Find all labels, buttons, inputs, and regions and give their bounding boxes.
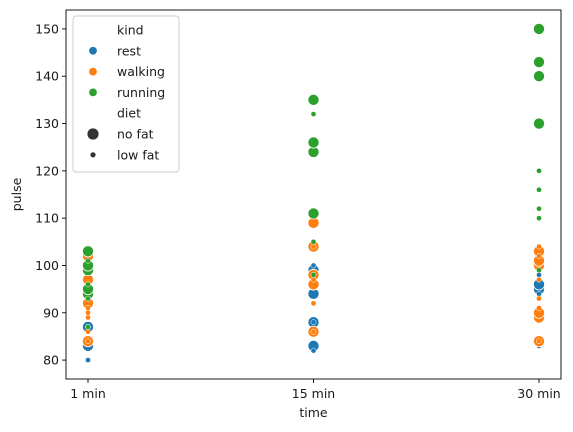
x-tick-label: 30 min — [517, 386, 560, 401]
data-point-walking-low-fat — [536, 243, 542, 250]
data-point-rest-low-fat — [310, 319, 317, 326]
y-tick-label: 90 — [43, 305, 59, 320]
data-point-walking-low-fat — [85, 338, 91, 345]
data-point-running-low-fat — [536, 215, 542, 222]
legend: kind rest walking running diet no fat low fat — [72, 15, 180, 173]
data-point-walking-low-fat — [85, 314, 91, 321]
legend-marker-running — [89, 88, 97, 97]
legend-marker-low-fat — [90, 152, 96, 158]
data-point-running-no-fat — [533, 56, 546, 69]
data-point-running-low-fat — [85, 295, 91, 302]
y-tick-label: 150 — [35, 21, 59, 36]
legend-marker-walking — [89, 67, 97, 76]
x-axis-label: time — [299, 405, 328, 420]
data-marks — [82, 22, 546, 363]
data-point-running-no-fat — [307, 207, 320, 220]
y-axis-label: pulse — [9, 177, 24, 211]
data-point-running-low-fat — [85, 281, 91, 288]
data-point-walking-low-fat — [310, 300, 317, 307]
y-tick-label: 120 — [35, 163, 59, 178]
data-point-running-low-fat — [536, 267, 542, 274]
legend-marker-rest — [89, 46, 97, 55]
legend-label-low-fat: low fat — [117, 147, 159, 162]
legend-box — [72, 15, 180, 173]
data-point-walking-low-fat — [310, 276, 317, 283]
data-point-running-no-fat — [307, 136, 320, 149]
data-point-running-no-fat — [533, 22, 546, 35]
data-point-running-low-fat — [85, 324, 91, 330]
data-point-running-low-fat — [310, 111, 317, 117]
legend-label-rest: rest — [117, 43, 141, 58]
data-point-rest-low-fat — [310, 347, 317, 354]
data-point-running-low-fat — [536, 205, 542, 212]
data-point-walking-low-fat — [85, 328, 91, 335]
data-point-running-low-fat — [310, 272, 317, 278]
legend-label-running: running — [117, 85, 165, 100]
data-point-walking-low-fat — [536, 305, 542, 311]
data-point-running-no-fat — [307, 93, 320, 106]
legend-title-diet: diet — [117, 106, 141, 121]
y-tick-label: 110 — [35, 211, 59, 226]
data-point-walking-low-fat — [536, 295, 542, 302]
data-point-running-no-fat — [533, 117, 546, 130]
x-tick-label: 15 min — [292, 386, 335, 401]
data-point-walking-low-fat — [536, 338, 542, 345]
legend-label-walking: walking — [117, 64, 165, 79]
axis-ticks: 80 90 100 110 120 130 140 150 1 min 15 min 30 min — [35, 21, 561, 401]
data-point-walking-low-fat — [310, 328, 317, 335]
data-point-rest-low-fat — [310, 262, 317, 269]
data-point-running-low-fat — [310, 238, 317, 245]
data-point-rest-low-fat — [536, 272, 542, 278]
y-tick-label: 80 — [43, 353, 59, 368]
x-tick-label: 1 min — [70, 386, 106, 401]
data-point-running-no-fat — [533, 70, 546, 83]
legend-title-kind: kind — [117, 23, 144, 38]
y-tick-label: 140 — [35, 69, 59, 84]
data-point-running-low-fat — [536, 167, 542, 174]
y-tick-label: 130 — [35, 116, 59, 131]
data-point-running-low-fat — [536, 186, 542, 193]
legend-label-no-fat: no fat — [117, 127, 154, 142]
data-point-running-low-fat — [85, 257, 91, 264]
data-point-walking-low-fat — [85, 305, 91, 311]
data-point-running-no-fat — [82, 245, 95, 258]
data-point-walking-low-fat — [310, 243, 317, 250]
y-tick-label: 100 — [35, 258, 59, 273]
legend-marker-no-fat — [87, 128, 99, 140]
data-point-rest-low-fat — [536, 290, 542, 297]
data-point-rest-low-fat — [85, 357, 91, 363]
data-point-walking-low-fat — [85, 309, 91, 316]
data-point-walking-low-fat — [536, 253, 542, 259]
data-point-walking-low-fat — [536, 276, 542, 283]
